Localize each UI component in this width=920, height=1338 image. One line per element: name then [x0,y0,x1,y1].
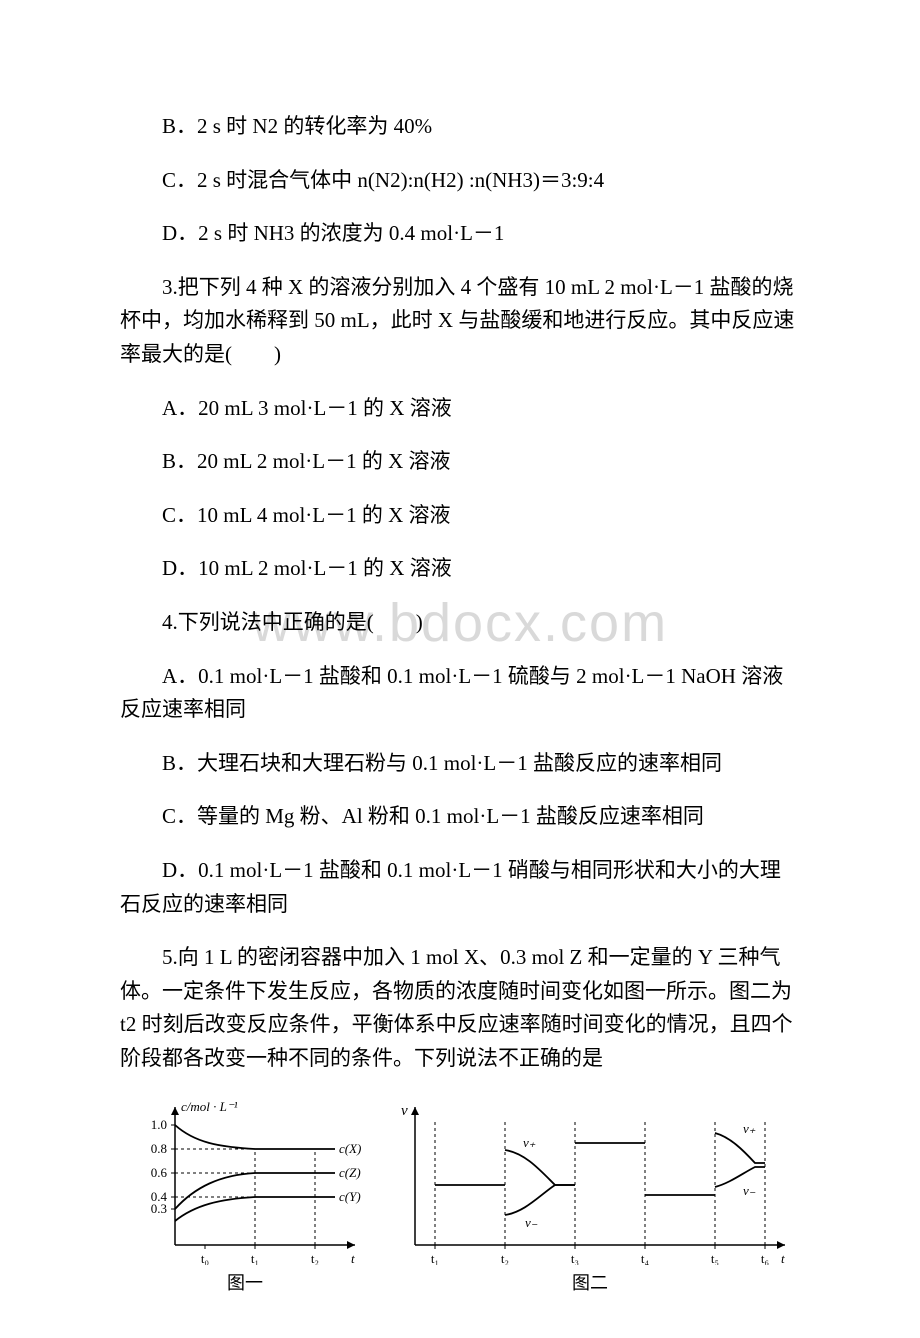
svg-text:c(Y): c(Y) [339,1189,361,1204]
figure-2-wrap: ν t₁ t₂ t₃ t₄ t₅ t₆ t ν₊ ν₋ ν₊ ν₋ 图二 [385,1095,795,1298]
q4-stem: 4.下列说法中正确的是( ) [120,606,800,640]
figure-2-caption: 图二 [572,1269,608,1298]
svg-text:t₁: t₁ [251,1251,259,1265]
svg-text:0.3: 0.3 [151,1201,167,1216]
svg-text:ν₋: ν₋ [743,1183,756,1198]
svg-text:c/mol · L⁻¹: c/mol · L⁻¹ [181,1099,238,1114]
option-c: C．2 s 时混合气体中 n(N2):n(H2) :n(NH3)＝3:9:4 [120,164,800,198]
svg-text:0.6: 0.6 [151,1165,168,1180]
figure-1-wrap: c/mol · L⁻¹1.00.80.60.40.3t₀t₁t₂c(X)c(Z)… [125,1095,365,1298]
q3-stem: 3.把下列 4 种 X 的溶液分别加入 4 个盛有 10 mL 2 mol·L－… [120,271,800,372]
svg-text:t₁: t₁ [431,1251,439,1265]
svg-text:t: t [351,1251,355,1265]
svg-text:ν: ν [401,1103,408,1119]
figure-1-caption: 图一 [227,1269,263,1298]
q3-option-d: D．10 mL 2 mol·L－1 的 X 溶液 [120,552,800,586]
q4-option-a: A．0.1 mol·L－1 盐酸和 0.1 mol·L－1 硫酸与 2 mol·… [120,660,800,727]
option-d: D．2 s 时 NH3 的浓度为 0.4 mol·L－1 [120,217,800,251]
svg-text:t₆: t₆ [761,1251,769,1265]
q3-option-c: C．10 mL 4 mol·L－1 的 X 溶液 [120,499,800,533]
svg-text:t₄: t₄ [641,1251,650,1265]
svg-text:t₂: t₂ [311,1251,319,1265]
q4-option-d: D．0.1 mol·L－1 盐酸和 0.1 mol·L－1 硝酸与相同形状和大小… [120,854,800,921]
q3-option-b: B．20 mL 2 mol·L－1 的 X 溶液 [120,445,800,479]
svg-text:ν₊: ν₊ [523,1135,536,1150]
svg-text:c(Z): c(Z) [339,1165,361,1180]
q3-option-a: A．20 mL 3 mol·L－1 的 X 溶液 [120,392,800,426]
svg-text:1.0: 1.0 [151,1117,167,1132]
document-body: B．2 s 时 N2 的转化率为 40% C．2 s 时混合气体中 n(N2):… [0,0,920,1338]
option-b: B．2 s 时 N2 的转化率为 40% [120,110,800,144]
chart-1: c/mol · L⁻¹1.00.80.60.40.3t₀t₁t₂c(X)c(Z)… [125,1095,365,1265]
svg-text:c(X): c(X) [339,1141,361,1156]
q5-stem: 5.向 1 L 的密闭容器中加入 1 mol X、0.3 mol Z 和一定量的… [120,941,800,1075]
figures-row: c/mol · L⁻¹1.00.80.60.40.3t₀t₁t₂c(X)c(Z)… [120,1095,800,1298]
svg-text:t₃: t₃ [571,1251,579,1265]
svg-text:t: t [781,1251,785,1265]
svg-text:t₂: t₂ [501,1251,509,1265]
svg-text:ν₋: ν₋ [525,1215,538,1230]
q4-option-c: C．等量的 Mg 粉、Al 粉和 0.1 mol·L－1 盐酸反应速率相同 [120,800,800,834]
svg-text:t₀: t₀ [201,1251,209,1265]
q4-option-b: B．大理石块和大理石粉与 0.1 mol·L－1 盐酸反应的速率相同 [120,747,800,781]
chart-2: ν t₁ t₂ t₃ t₄ t₅ t₆ t ν₊ ν₋ ν₊ ν₋ [385,1095,795,1265]
svg-text:t₅: t₅ [711,1251,719,1265]
svg-text:0.8: 0.8 [151,1141,167,1156]
svg-text:ν₊: ν₊ [743,1121,756,1136]
